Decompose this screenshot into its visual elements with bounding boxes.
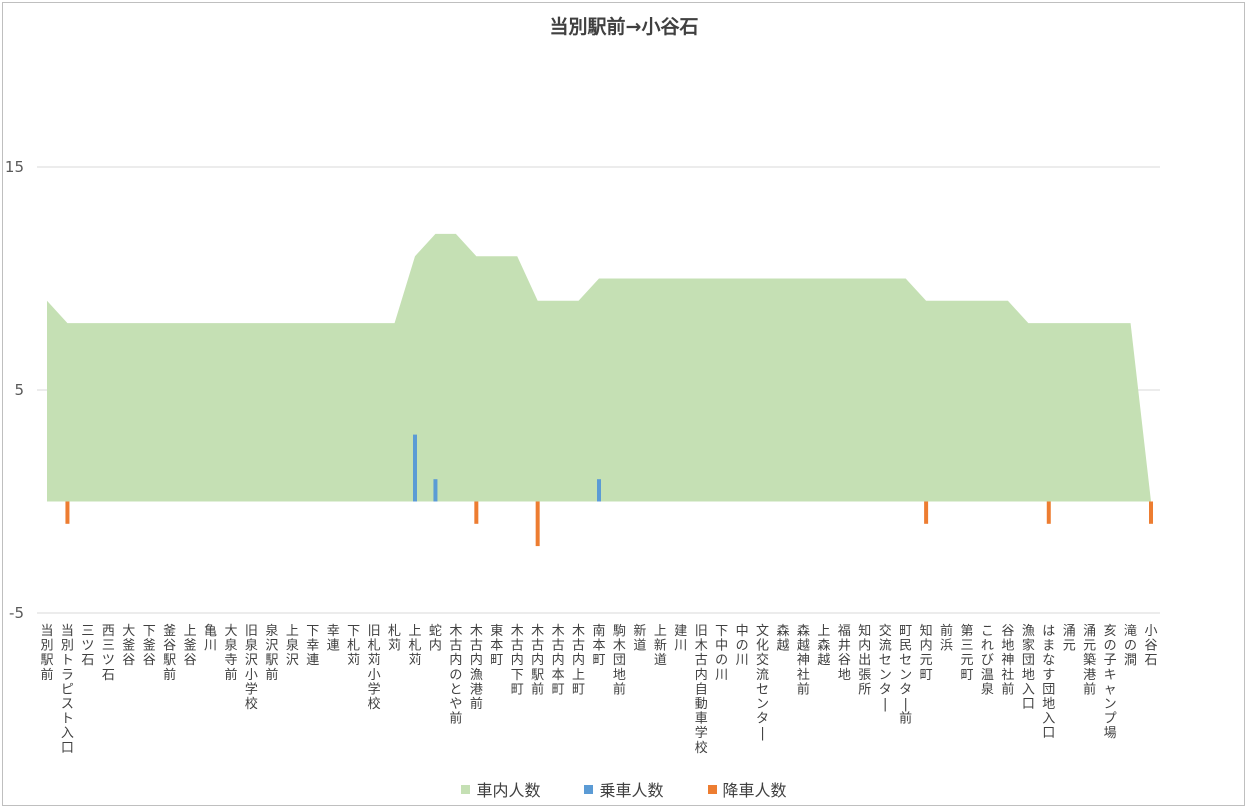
x-tick-label: 当別駅前 (40, 624, 53, 683)
x-tick-label: 上泉沢 (286, 624, 299, 668)
x-tick-label: 漁家団地入口 (1022, 624, 1035, 712)
legend-label-alighting: 降車人数 (722, 781, 787, 800)
chart-legend: 車内人数 乗車人数 降車人数 (0, 777, 1248, 801)
x-tick-label: 交流センタ| (879, 623, 892, 712)
x-tick-label: 第三元町 (960, 624, 973, 683)
x-tick-label: 下幸連 (306, 624, 319, 668)
bar-alighting (474, 501, 479, 524)
x-tick-label: 木古内駅前 (531, 624, 544, 697)
x-tick-label: 前浜 (940, 623, 953, 654)
bar-alighting (1046, 501, 1051, 524)
x-tick-label: 当別トラピスト入口 (61, 624, 74, 756)
x-tick-label: 大釜谷 (122, 624, 135, 668)
legend-swatch-boarding (584, 784, 594, 794)
x-tick-label: 建川 (674, 624, 687, 654)
x-tick-label: 下札苅 (347, 624, 360, 668)
x-tick-label: 文化交流センタ| (756, 624, 769, 741)
x-tick-label: 幸連 (327, 624, 340, 654)
legend-item-boarding: 乗車人数 (584, 777, 664, 801)
y-tick-label: 15 (5, 158, 24, 176)
x-tick-label: 知内出張所 (858, 623, 871, 697)
x-tick-label: 釜谷駅前 (163, 624, 176, 683)
x-tick-label: 木古内本町 (552, 624, 565, 697)
bar-boarding (597, 479, 601, 502)
legend-swatch-alighting (707, 784, 717, 794)
x-tick-label: 小谷石 (1144, 624, 1157, 668)
x-tick-label: 涌元築港前 (1083, 624, 1096, 697)
x-tick-label: はまなす団地入口 (1042, 624, 1055, 741)
x-tick-label: 南本町 (592, 623, 605, 668)
x-tick-label: 旧木古内自動車学校 (695, 624, 708, 756)
x-tick-label: 森越 (776, 624, 789, 654)
chart-title: 当別駅前→小谷石 (549, 16, 699, 38)
x-tick-label: 木古内のとや前 (449, 624, 462, 727)
x-tick-label: 上森越 (817, 624, 830, 668)
x-tick-label: 蛇内 (429, 624, 442, 654)
y-tick-label: -5 (9, 604, 24, 622)
x-tick-label: 三ツ石 (81, 624, 94, 668)
x-tick-label: 森越神社前 (797, 624, 810, 697)
legend-swatch-onboard (461, 784, 471, 794)
x-tick-label: 福井谷地 (838, 624, 851, 683)
legend-label-boarding: 乗車人数 (599, 781, 664, 800)
x-tick-label: 札苅 (388, 624, 401, 654)
x-tick-label: 亥の子キャンプ場 (1104, 624, 1117, 741)
legend-label-onboard: 車内人数 (476, 781, 541, 800)
x-tick-label: 旧札苅小学校 (368, 624, 381, 712)
x-tick-label: 町民センタ|前 (899, 624, 912, 727)
bar-alighting (535, 501, 540, 547)
x-tick-label: これび温泉 (981, 624, 994, 697)
x-tick-label: 知内元町 (920, 623, 933, 683)
bar-boarding (433, 479, 438, 502)
y-tick-label: 5 (14, 381, 24, 399)
x-tick-label: 涌元 (1063, 624, 1076, 654)
x-tick-label: 木古内下町 (511, 624, 524, 697)
x-tick-label: 上新道 (654, 624, 667, 668)
x-tick-label: 谷地神社前 (1001, 624, 1014, 697)
x-tick-label: 大泉寺前 (224, 624, 237, 683)
bar-alighting (1149, 501, 1153, 524)
x-tick-label: 東本町 (490, 623, 503, 668)
bar-boarding (413, 434, 417, 502)
bar-alighting (924, 501, 929, 524)
x-tick-label: 泉沢駅前 (265, 623, 278, 683)
x-tick-label: 下釜谷 (143, 624, 156, 668)
bar-alighting (65, 501, 70, 524)
x-tick-label: 木古内漁港前 (470, 624, 483, 712)
legend-item-alighting: 降車人数 (707, 777, 787, 801)
x-tick-label: 上釜谷 (184, 624, 197, 668)
x-tick-label: 旧泉沢小学校 (245, 624, 258, 712)
legend-item-onboard: 車内人数 (461, 777, 540, 801)
x-tick-label: 木古内上町 (572, 624, 585, 697)
x-tick-label: 滝の澗 (1124, 624, 1137, 668)
x-tick-label: 下中の川 (715, 624, 728, 683)
x-tick-label: 駒木団地前 (613, 624, 626, 697)
x-tick-label: 西三ツ石 (102, 624, 115, 683)
x-tick-label: 中の川 (736, 624, 749, 668)
area-series-onboard (47, 233, 1151, 502)
x-tick-label: 上札苅 (408, 624, 421, 668)
x-tick-label: 新道 (633, 623, 646, 654)
x-tick-label: 亀川 (204, 624, 217, 654)
